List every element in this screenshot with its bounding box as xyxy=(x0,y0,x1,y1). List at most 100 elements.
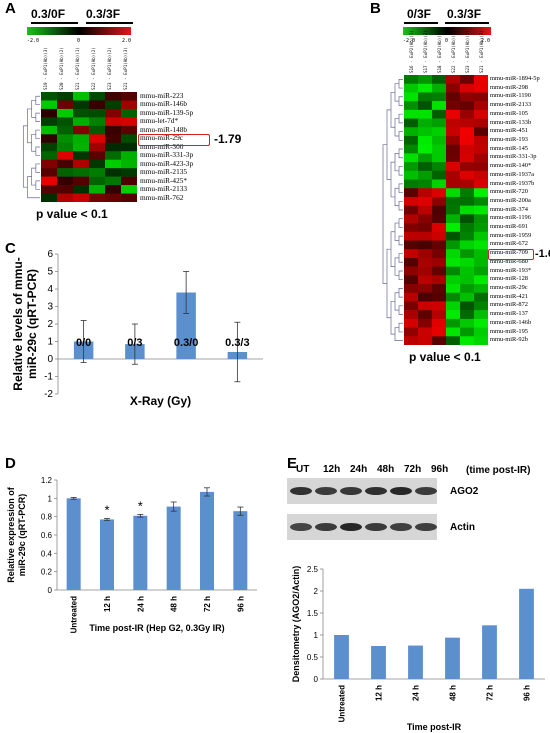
heatmap-cell xyxy=(121,92,137,101)
panel-b-highlight-box xyxy=(488,249,534,260)
sample-label: S17 - ExP2(Ab)(2) xyxy=(423,30,429,73)
dendrogram-branch xyxy=(394,257,399,276)
gene-label: mmu-miR-200a xyxy=(490,196,531,204)
panel-b-scale-min: -2.0 xyxy=(403,38,416,44)
dendrogram-branch xyxy=(22,125,28,188)
dendrogram-branch xyxy=(398,322,403,333)
heatmap-cell xyxy=(404,240,419,250)
dendrogram-branch xyxy=(398,253,403,263)
panel-e-lane-labels: UT 12h 24h 48h 72h 96h xyxy=(288,464,550,478)
heatmap-cell xyxy=(73,92,90,101)
panel-b-gene-list: mmu-miR-1894-5p mmu-miR-298 mmu-miR-1190 mm… xyxy=(490,75,550,345)
heatmap-cell xyxy=(418,109,433,119)
heatmap-cell xyxy=(432,231,447,241)
dendrogram-branch xyxy=(398,288,403,298)
heatmap-cell xyxy=(73,108,90,118)
heatmap-cell xyxy=(404,327,419,337)
heatmap-cell xyxy=(418,310,433,320)
heatmap-cell xyxy=(404,249,419,259)
heatmap-cell xyxy=(73,176,90,186)
panel-a-dendrogram xyxy=(22,95,40,199)
panel-b-letter: B xyxy=(370,0,381,17)
heatmap-cell xyxy=(404,118,419,128)
panel-b-scale-mid: 0 xyxy=(445,38,449,44)
heatmap-cell xyxy=(474,327,488,337)
heatmap-cell xyxy=(73,100,90,110)
gene-label: mmu-miR-193* xyxy=(490,266,532,274)
gene-label: mmu-miR-300 xyxy=(140,141,184,151)
gene-label: mmu-miR-146b xyxy=(490,318,532,326)
heatmap-cell xyxy=(418,92,433,102)
panel-a-sample-labels: S19 - ExP1(Ab)(3) S20 - ExP1(Ab)(2) S21 - … xyxy=(38,47,138,90)
heatmap-cell xyxy=(89,100,106,110)
gene-label: mmu-miR-29c xyxy=(140,133,183,143)
heatmap-cell xyxy=(418,144,433,154)
gene-label: mmu-miR-1937a xyxy=(490,170,535,178)
heatmap-cell xyxy=(73,193,90,202)
heatmap-cell xyxy=(474,284,488,294)
y-tick-label: 1 xyxy=(314,631,319,640)
bar xyxy=(66,498,81,590)
heatmap-cell xyxy=(460,118,475,128)
heatmap-cell xyxy=(446,92,461,102)
y-tick-label: 2.5 xyxy=(307,565,319,574)
panel-a-pvalue: p value < 0.1 xyxy=(36,207,108,221)
heatmap-cell xyxy=(404,205,419,215)
heatmap-cell xyxy=(89,193,106,202)
heatmap-cell xyxy=(474,153,488,163)
heatmap-cell xyxy=(418,284,433,294)
heatmap-cell xyxy=(460,127,475,137)
heatmap-cell xyxy=(418,118,433,128)
heatmap-cell xyxy=(418,266,433,276)
heatmap-cell xyxy=(460,336,475,345)
gene-label: mmu-miR-762 xyxy=(140,192,184,202)
y-tick-label: 2 xyxy=(47,319,53,330)
gene-label: mmu-miR-195 xyxy=(490,327,528,335)
gene-label: mmu-miR-140* xyxy=(490,162,532,170)
bar xyxy=(176,292,196,359)
dendrogram-branch xyxy=(394,83,399,102)
heatmap-cell xyxy=(105,193,122,202)
heatmap-cell xyxy=(446,223,461,233)
y-tick-label: 1 xyxy=(48,494,53,503)
heatmap-cell xyxy=(446,153,461,163)
y-tick-label: 4 xyxy=(47,284,53,295)
gene-label: mmu-miR-148b xyxy=(140,124,188,134)
sample-label: S22 - ExP1(Ab)(2) xyxy=(451,30,457,73)
heatmap-cell xyxy=(73,142,90,152)
dendrogram-branch xyxy=(398,235,403,246)
significance-mark: * xyxy=(138,498,143,513)
heatmap-cell xyxy=(418,240,433,250)
heatmap-cell xyxy=(446,266,461,276)
y-tick-label: 1.5 xyxy=(307,609,319,618)
heatmap-cell xyxy=(446,118,461,128)
panel-e-blot-label-actin: Actin xyxy=(450,522,475,533)
dendrogram-branch xyxy=(31,133,36,152)
heatmap-cell xyxy=(460,231,475,241)
heatmap-cell xyxy=(105,125,122,135)
gene-label: mmu-miR-423-3p xyxy=(140,158,194,168)
bar xyxy=(100,519,114,590)
heatmap-cell xyxy=(418,83,433,93)
panel-a-scale-max: 2.0 xyxy=(122,38,132,44)
heatmap-cell xyxy=(460,179,475,189)
heatmap-cell xyxy=(57,125,74,135)
heatmap-cell xyxy=(89,125,106,135)
heatmap-cell xyxy=(57,142,74,152)
heatmap-cell xyxy=(474,231,488,241)
heatmap-cell xyxy=(57,151,74,160)
heatmap-cell xyxy=(446,301,461,311)
heatmap-cell xyxy=(89,117,106,127)
heatmap-cell xyxy=(89,159,106,169)
heatmap-cell xyxy=(474,318,488,328)
heatmap-cell xyxy=(432,92,447,102)
panel-b-condition-bar-1 xyxy=(404,22,438,24)
heatmap-cell xyxy=(41,185,58,194)
heatmap-cell xyxy=(404,223,419,233)
gene-label: mmu-miR-298 xyxy=(490,83,528,91)
heatmap-cell xyxy=(446,275,461,285)
heatmap-cell xyxy=(418,170,433,180)
heatmap-cell xyxy=(432,127,447,137)
heatmap-cell xyxy=(446,336,461,345)
dendrogram-branch xyxy=(35,180,40,190)
